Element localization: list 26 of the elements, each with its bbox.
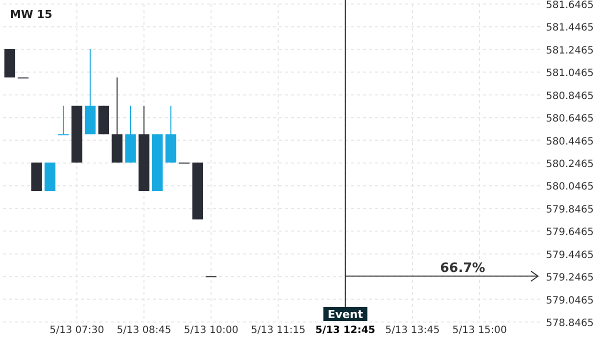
x-tick-label: 5/13 11:15 bbox=[250, 325, 306, 336]
x-tick-label: 5/13 08:45 bbox=[116, 325, 172, 336]
ref-line-label: Event bbox=[328, 308, 363, 321]
y-tick-label: 580.4465 bbox=[546, 136, 594, 148]
x-tick-label: 5/13 12:45 bbox=[315, 325, 376, 336]
y-tick-label: 581.6465 bbox=[546, 0, 594, 11]
y-tick-label: 581.2465 bbox=[546, 45, 594, 56]
y-tick-label: 578.8465 bbox=[546, 318, 594, 329]
y-tick-label: 579.2465 bbox=[546, 272, 594, 284]
y-tick-label: 579.8465 bbox=[546, 204, 594, 216]
y-tick-label: 581.0465 bbox=[546, 68, 594, 80]
y-tick-label: 579.6465 bbox=[546, 227, 594, 238]
chart-title: MW 15 bbox=[10, 8, 52, 21]
annotation: 66.7% bbox=[440, 261, 486, 276]
y-tick-label: 581.4465 bbox=[546, 22, 594, 34]
y-tick-label: 580.8465 bbox=[546, 90, 594, 102]
y-tick-label: 580.0465 bbox=[546, 182, 594, 193]
y-tick-label: 580.2465 bbox=[546, 159, 594, 170]
x-tick-label: 5/13 07:30 bbox=[50, 325, 104, 336]
x-tick-label: 5/13 13:45 bbox=[385, 325, 440, 336]
y-tick-label: 580.6465 bbox=[546, 114, 594, 125]
y-tick-label: 579.4465 bbox=[546, 250, 594, 261]
x-tick-label: 5/13 10:00 bbox=[184, 325, 238, 336]
y-tick-label: 579.0465 bbox=[546, 295, 594, 306]
x-tick-label: 5/13 15:00 bbox=[452, 325, 507, 336]
candlestick bbox=[58, 105, 69, 136]
